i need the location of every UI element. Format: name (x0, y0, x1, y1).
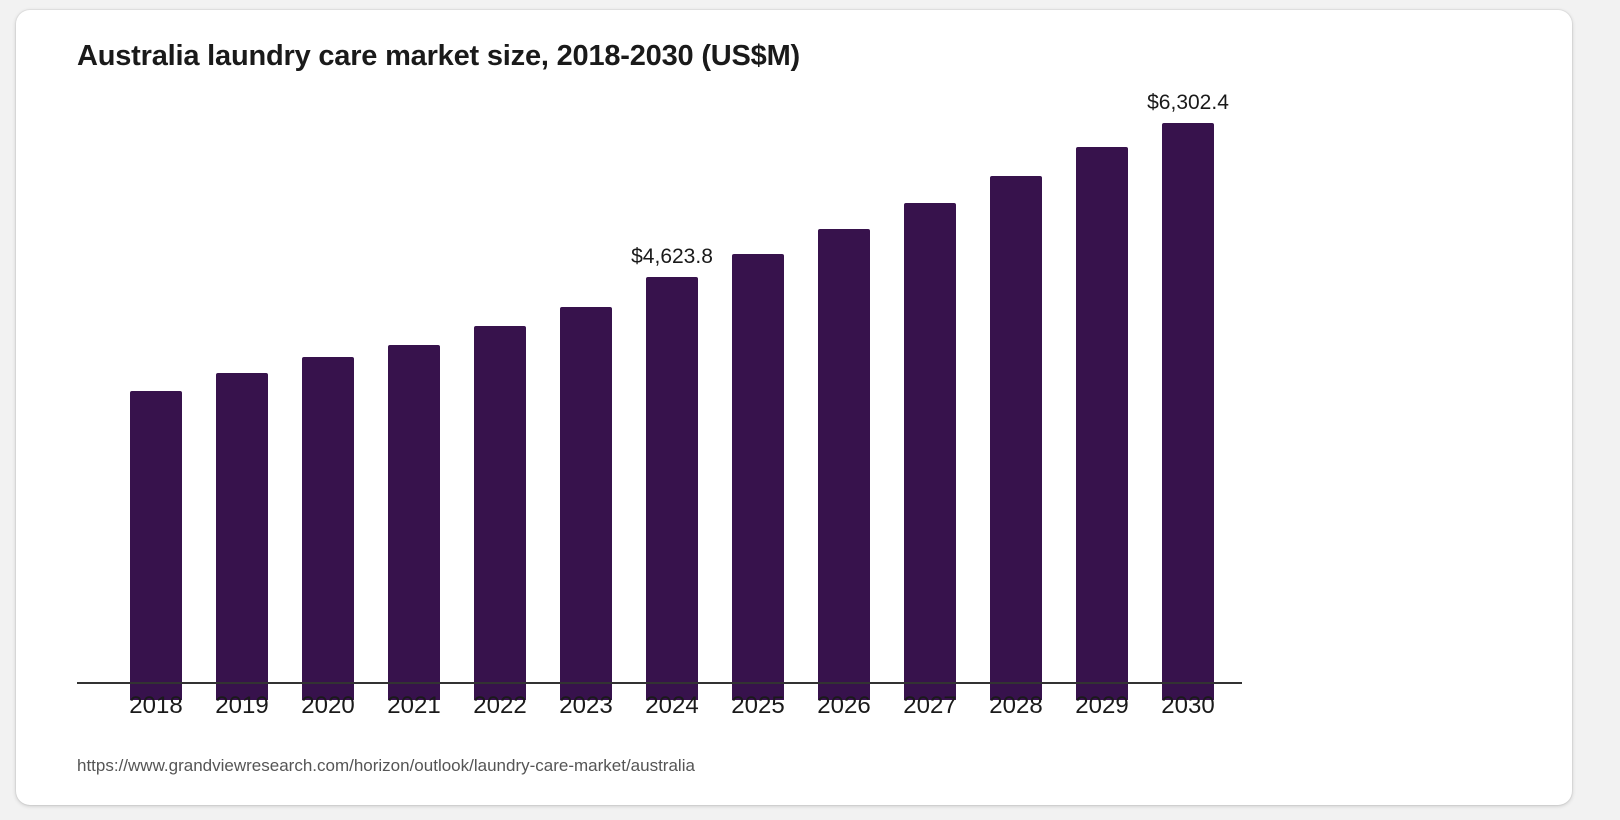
x-tick-2026: 2026 (817, 692, 871, 719)
bar-2030 (1162, 122, 1214, 700)
bar-2023 (560, 307, 612, 700)
x-tick-2024: 2024 (645, 692, 699, 719)
x-tick-2018: 2018 (129, 692, 183, 719)
x-tick-2029: 2029 (1075, 692, 1129, 719)
bar-2018 (130, 390, 182, 700)
bar-2022 (474, 326, 526, 700)
bar-chart-plot-area: $4,623.8 $6,302.4 (77, 50, 1237, 700)
chart-card: Australia laundry care market size, 2018… (16, 10, 1572, 805)
x-tick-2021: 2021 (387, 692, 441, 719)
x-axis-line (77, 682, 1242, 684)
page-title: Australia laundry care market size, 2018… (77, 40, 801, 72)
bar-value-label-2030: $6,302.4 (1147, 90, 1229, 114)
bar-2024 (646, 276, 698, 700)
bar-2021 (388, 344, 440, 700)
x-tick-2030: 2030 (1161, 692, 1215, 719)
source-url-link[interactable]: https://www.grandviewresearch.com/horizo… (77, 756, 695, 775)
bar-value-label-2024: $4,623.8 (631, 244, 713, 268)
bar-2028 (990, 176, 1042, 700)
bar-2029 (1076, 146, 1128, 700)
x-tick-2023: 2023 (559, 692, 613, 719)
x-tick-2028: 2028 (989, 692, 1043, 719)
x-tick-2020: 2020 (301, 692, 355, 719)
bar-2020 (302, 356, 354, 700)
x-tick-2022: 2022 (473, 692, 527, 719)
x-tick-2027: 2027 (903, 692, 957, 719)
x-tick-2019: 2019 (215, 692, 269, 719)
bar-2026 (818, 229, 870, 700)
bar-2019 (216, 372, 268, 700)
x-tick-2025: 2025 (731, 692, 785, 719)
bar-2025 (732, 253, 784, 700)
bar-2027 (904, 202, 956, 700)
